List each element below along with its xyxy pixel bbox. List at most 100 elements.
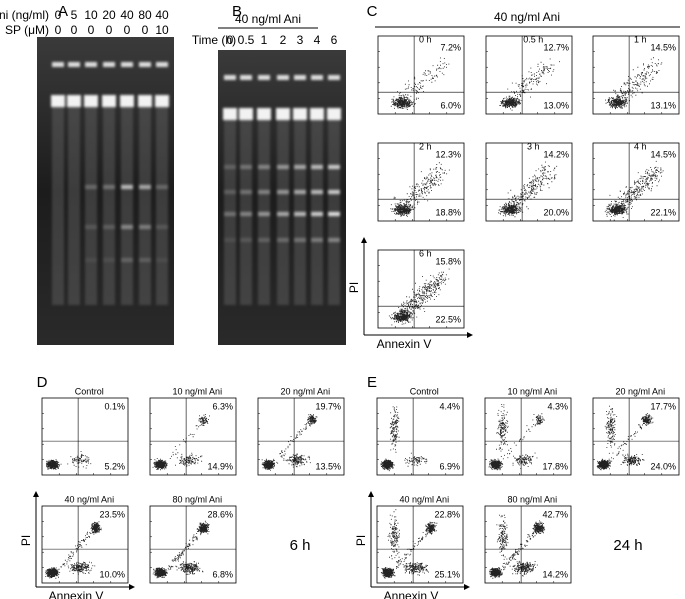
- ladder-band: [85, 258, 97, 262]
- plot-title: 20 ng/ml Ani: [616, 386, 666, 396]
- ladder-band: [103, 225, 115, 229]
- lower-right-percent: 14.2%: [542, 569, 568, 579]
- ladder-band: [258, 238, 270, 242]
- ladder-band: [224, 212, 236, 216]
- smear: [85, 107, 97, 305]
- plot-title: Control: [410, 386, 439, 396]
- x-axis-label: Annexin V: [49, 589, 104, 599]
- genomic-band: [102, 95, 116, 107]
- ladder-band: [311, 165, 323, 169]
- lower-right-percent: 13.5%: [315, 461, 341, 471]
- flow-events: [152, 520, 210, 579]
- genomic-band: [155, 95, 169, 107]
- lower-right-percent: 6.0%: [440, 100, 461, 110]
- plot-title: 80 ng/ml Ani: [173, 494, 223, 504]
- lower-right-percent: 25.1%: [434, 569, 460, 579]
- genomic-band: [138, 95, 152, 107]
- plot-title: 3 h: [527, 141, 540, 151]
- lane-value: 0.5: [238, 33, 255, 47]
- upper-right-percent: 6.3%: [212, 401, 233, 411]
- genomic-band: [239, 108, 253, 120]
- flow-events: [489, 514, 546, 579]
- panel-label: A: [58, 3, 68, 20]
- ladder-band: [103, 258, 115, 262]
- ladder-band: [121, 225, 133, 229]
- upper-right-percent: 12.7%: [543, 42, 569, 52]
- lane-value: 2: [280, 33, 287, 47]
- flow-events: [380, 509, 438, 579]
- flow-events: [605, 57, 663, 110]
- flow-plot: [377, 142, 465, 222]
- lower-right-percent: 13.1%: [650, 100, 676, 110]
- ladder-band: [240, 212, 252, 216]
- lower-right-percent: 22.5%: [435, 314, 461, 324]
- flow-events: [380, 406, 428, 472]
- time-label: Time (h): [192, 33, 236, 47]
- lower-right-percent: 20.0%: [543, 207, 569, 217]
- ladder-band: [258, 212, 270, 216]
- lower-right-percent: 5.2%: [104, 461, 125, 471]
- upper-right-percent: 14.5%: [650, 42, 676, 52]
- smear: [139, 107, 151, 305]
- ladder-band: [258, 190, 270, 194]
- well: [240, 75, 252, 80]
- flow-events: [46, 451, 92, 470]
- lane-value: 80: [138, 8, 152, 22]
- lower-right-percent: 22.1%: [650, 207, 676, 217]
- flow-events: [604, 160, 664, 221]
- upper-right-percent: 23.5%: [99, 509, 125, 519]
- plot-title: 20 ng/ml Ani: [281, 386, 331, 396]
- ladder-band: [139, 185, 151, 189]
- plot-title: 1 h: [634, 34, 647, 44]
- well: [328, 75, 340, 80]
- upper-right-percent: 14.5%: [650, 149, 676, 159]
- ladder-band: [224, 238, 236, 242]
- upper-right-percent: 7.2%: [440, 42, 461, 52]
- flow-events: [152, 414, 210, 471]
- genomic-band: [257, 108, 271, 120]
- lower-right-percent: 10.0%: [99, 569, 125, 579]
- flow-plot: [485, 35, 573, 115]
- smear: [156, 107, 168, 305]
- ladder-band: [277, 190, 289, 194]
- lower-right-percent: 18.8%: [435, 207, 461, 217]
- lane-value: 0: [55, 8, 62, 22]
- lane-value: 0: [88, 23, 95, 37]
- well: [139, 62, 151, 67]
- plot-title: 0 h: [419, 34, 432, 44]
- ladder-band: [240, 165, 252, 169]
- ladder-band: [277, 238, 289, 242]
- lane-value: 10: [155, 23, 169, 37]
- y-axis-label: PI: [347, 282, 361, 293]
- lane-value: 4: [314, 33, 321, 47]
- plot-title: 10 ng/ml Ani: [508, 386, 558, 396]
- ladder-band: [311, 190, 323, 194]
- smear: [103, 107, 115, 305]
- plot-title: 80 ng/ml Ani: [508, 494, 558, 504]
- flow-events: [488, 404, 545, 471]
- ladder-band: [224, 165, 236, 169]
- lane-value: 5: [71, 8, 78, 22]
- ladder-band: [240, 190, 252, 194]
- ladder-band: [328, 238, 340, 242]
- genomic-band: [120, 95, 134, 107]
- y-axis-label: PI: [19, 535, 33, 546]
- panel-label: B: [232, 3, 242, 20]
- ladder-band: [328, 190, 340, 194]
- ladder-band: [311, 212, 323, 216]
- flow-plot: [485, 142, 573, 222]
- flow-plot: [377, 35, 465, 115]
- upper-right-percent: 42.7%: [542, 509, 568, 519]
- genomic-band: [223, 108, 237, 120]
- y-axis-label: PI: [354, 535, 368, 546]
- smear: [68, 107, 80, 305]
- well: [156, 62, 168, 67]
- lane-value: 10: [84, 8, 98, 22]
- well: [294, 75, 306, 80]
- well: [52, 62, 64, 67]
- plot-title: 40 ng/ml Ani: [400, 494, 450, 504]
- well: [258, 75, 270, 80]
- upper-right-percent: 12.3%: [435, 149, 461, 159]
- flow-events: [261, 414, 318, 471]
